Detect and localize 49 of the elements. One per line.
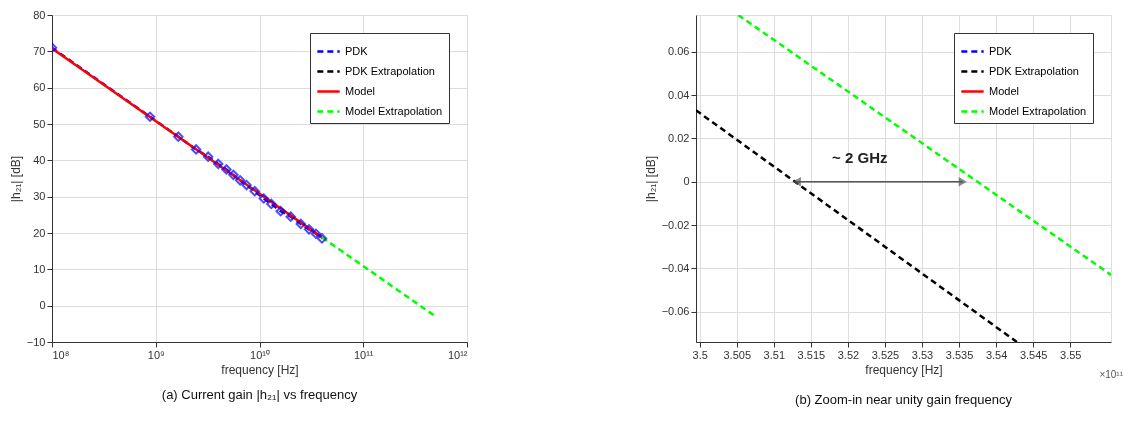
y-tick-label: 30 bbox=[33, 190, 46, 203]
legend-label: PDK bbox=[345, 44, 369, 57]
y-tick-label: −10 bbox=[26, 335, 46, 348]
x-tick-label: 3.545 bbox=[1019, 348, 1048, 361]
text: (b) Zoom-in near unity gain frequency bbox=[795, 392, 1013, 407]
y-tick-label: −0.06 bbox=[661, 305, 690, 318]
y-tick-label: 80 bbox=[33, 8, 46, 21]
y-tick-label: 0.04 bbox=[668, 88, 690, 101]
y-tick-label: 40 bbox=[33, 153, 46, 166]
legend-label: Model Extrapolation bbox=[989, 104, 1087, 117]
x-tick-label: 3.51 bbox=[763, 348, 786, 361]
y-axis-title: |h₂₁| [dB] bbox=[8, 155, 23, 203]
x-tick-label: 3.505 bbox=[723, 348, 752, 361]
x-tick-label: 10⁸ bbox=[52, 348, 70, 361]
legend-label: PDK Extrapolation bbox=[345, 64, 435, 77]
y-tick-label: 60 bbox=[33, 81, 46, 94]
y-tick-label: −0.02 bbox=[661, 218, 690, 231]
x-tick-label: 10¹⁰ bbox=[250, 348, 270, 361]
x-tick-label: 3.535 bbox=[945, 348, 974, 361]
annotation: ~ 2 GHz bbox=[832, 148, 888, 166]
x-tick-label: 10¹¹ bbox=[353, 348, 374, 361]
y-tick-label: 70 bbox=[33, 44, 46, 57]
legend-label: PDK bbox=[989, 44, 1013, 57]
x-tick-label: 3.52 bbox=[837, 348, 860, 361]
x-tick-label: 3.54 bbox=[985, 348, 1008, 361]
legend-label: Model bbox=[345, 84, 375, 97]
y-tick-label: 10 bbox=[33, 262, 46, 275]
legend-label: Model Extrapolation bbox=[345, 104, 443, 117]
y-tick-label: 50 bbox=[33, 117, 46, 130]
x-tick-label: 10¹² bbox=[447, 348, 468, 361]
x-tick-label: 3.55 bbox=[1060, 348, 1082, 361]
x-axis-title: frequency [Hz] bbox=[221, 362, 299, 377]
y-tick-label: 0 bbox=[39, 299, 46, 312]
legend-label: Model bbox=[989, 84, 1019, 97]
x-tick-label: 10⁹ bbox=[147, 348, 165, 361]
legend-label: PDK Extrapolation bbox=[989, 64, 1079, 77]
x-tick-label: 3.515 bbox=[797, 348, 826, 361]
y-tick-label: 0.06 bbox=[668, 45, 690, 58]
text: ×10¹¹ bbox=[1099, 369, 1124, 380]
y-tick-label: 0 bbox=[683, 175, 690, 188]
x-tick-label: 3.5 bbox=[692, 348, 708, 361]
y-tick-label: −0.04 bbox=[661, 261, 690, 274]
text: (a) Current gain |h₂₁| vs frequency bbox=[161, 387, 358, 402]
x-axis-title: frequency [Hz] bbox=[865, 362, 943, 377]
y-tick-label: 20 bbox=[33, 226, 46, 239]
y-tick-label: 0.02 bbox=[668, 131, 690, 144]
x-tick-label: 3.525 bbox=[871, 348, 900, 361]
x-tick-label: 3.53 bbox=[911, 348, 934, 361]
y-axis-title: |h₂₁| [dB] bbox=[643, 155, 658, 203]
